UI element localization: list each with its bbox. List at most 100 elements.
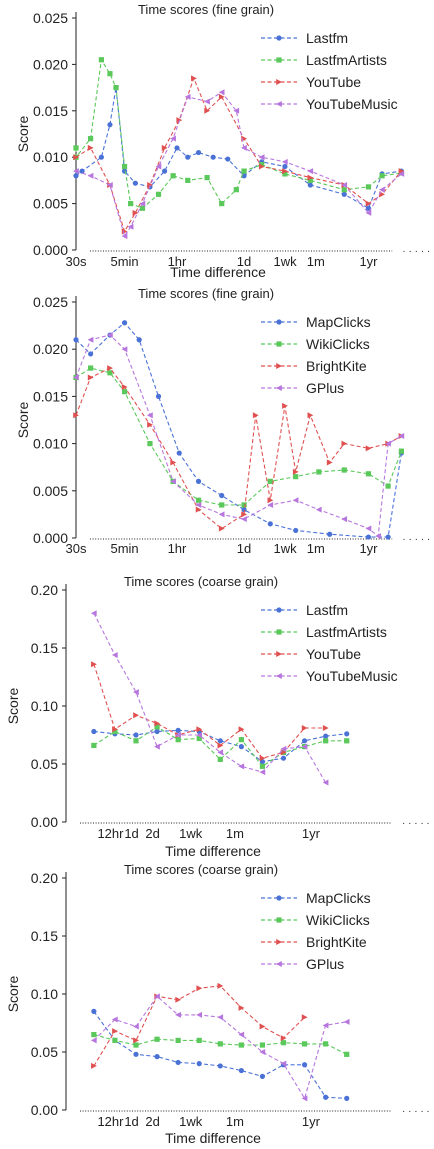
- point-c0-s3-6: [155, 163, 162, 170]
- point-c0-s2-1: [87, 144, 94, 151]
- series-line: [93, 985, 305, 1067]
- point-c3-s1-11: [323, 1041, 329, 1047]
- point-c0-s3-17: [365, 209, 372, 216]
- x-tick-label: 1wk: [274, 541, 298, 556]
- series-gplus: [73, 332, 405, 540]
- point-c3-s0-4: [175, 1059, 181, 1066]
- point-c2-s2-1: [112, 726, 118, 733]
- point-c1-s0-10: [267, 521, 273, 527]
- point-c0-s2-13: [282, 168, 288, 175]
- point-c1-s2-12: [292, 468, 299, 475]
- legend-item: BrightKite: [261, 358, 367, 374]
- x-tick-label: 2d: [145, 1114, 159, 1129]
- x-tick-label: 1hr: [168, 254, 187, 269]
- point-c0-s0-9: [174, 145, 180, 151]
- x-tick-label: 12hr: [97, 826, 124, 841]
- series-brightkite: [91, 982, 308, 1069]
- point-c2-s1-8: [259, 763, 266, 769]
- point-c3-s3-5: [196, 1011, 203, 1018]
- point-c0-s1-3: [98, 57, 104, 63]
- point-c3-s2-7: [238, 1004, 245, 1011]
- x-axis-ellipsis: · · · · ·: [402, 534, 430, 545]
- point-c0-s0-8: [161, 168, 168, 174]
- point-c3-s0-2: [133, 1051, 139, 1057]
- point-c0-s3-11: [233, 107, 240, 114]
- point-c2-s2-5: [196, 726, 203, 733]
- series-youtubemusic: [90, 610, 329, 786]
- x-tick-label: 30s: [66, 254, 87, 269]
- point-c3-s2-1: [112, 1028, 118, 1035]
- point-c1-s2-6: [195, 506, 202, 513]
- point-c1-s3-5: [170, 478, 176, 485]
- point-c2-s1-6: [217, 756, 223, 762]
- y-tick-label: 0.010: [33, 436, 68, 452]
- point-c1-s1-legend: [276, 341, 282, 347]
- point-c1-s0-8: [219, 492, 225, 499]
- point-c0-s1-5: [113, 85, 119, 91]
- point-c1-s1-4: [147, 441, 153, 447]
- point-c3-s3-4: [175, 1011, 181, 1018]
- point-c1-s3-15: [385, 440, 391, 447]
- point-c1-s2-10: [267, 497, 274, 504]
- point-c3-s2-8: [259, 1023, 266, 1030]
- x-tick-label: 1yr: [359, 541, 378, 556]
- x-tick-label: 5min: [110, 541, 138, 556]
- point-c0-s1-legend: [276, 57, 282, 63]
- point-c0-s0-1: [79, 168, 85, 174]
- point-c3-s0-11: [323, 1094, 329, 1100]
- point-c1-s0-4: [136, 337, 142, 343]
- point-c0-s0-0: [73, 173, 79, 179]
- point-c1-s1-11: [316, 469, 322, 475]
- point-c1-s3-0: [73, 374, 79, 381]
- point-c1-s0-12: [327, 531, 333, 537]
- x-axis-ellipsis: · · · · ·: [402, 818, 430, 829]
- point-c1-s2-11: [282, 402, 288, 409]
- legend-item: YouTubeMusic: [261, 96, 398, 112]
- point-c2-s2-11: [322, 725, 329, 732]
- point-c0-s2-10: [218, 93, 225, 100]
- point-c3-s1-5: [196, 1037, 202, 1043]
- legend-label: YouTube: [306, 646, 361, 662]
- legend-label: GPlus: [306, 380, 344, 396]
- point-c1-s3-10: [292, 497, 299, 504]
- legend-item: BrightKite: [261, 934, 367, 950]
- point-c2-s2-6: [217, 742, 224, 749]
- y-tick-label: 0.15: [31, 640, 58, 656]
- point-c1-s0-0: [73, 337, 79, 343]
- series-mapclicks: [91, 1008, 350, 1101]
- point-c1-s3-11: [315, 506, 322, 513]
- point-c2-s2-2: [133, 712, 139, 719]
- point-c3-s0-10: [301, 1062, 308, 1068]
- point-c1-s2-8: [241, 511, 248, 518]
- point-c1-s2-9: [252, 412, 259, 419]
- x-tick-label: 1m: [226, 1114, 244, 1129]
- point-c0-s3-18: [379, 186, 385, 193]
- point-c0-s0-3: [107, 122, 113, 128]
- point-c2-s0-10: [301, 738, 308, 744]
- x-tick-label: 1yr: [359, 254, 378, 269]
- legend-label: LastfmArtists: [306, 624, 387, 640]
- y-tick-label: 0.025: [33, 294, 68, 310]
- y-tick-label: 0.05: [31, 1044, 58, 1060]
- point-c2-s2-legend: [276, 651, 282, 657]
- point-c2-s0-12: [344, 731, 350, 737]
- point-c1-s3-13: [365, 525, 372, 532]
- chart-title: Time scores (coarse grain): [124, 862, 278, 877]
- point-c0-s0-19: [365, 205, 372, 211]
- legend-label: YouTube: [306, 74, 361, 90]
- y-tick-label: 0.15: [31, 928, 58, 944]
- point-c0-s1-14: [233, 187, 239, 193]
- point-c0-s3-12: [241, 144, 247, 151]
- point-c1-s1-13: [365, 471, 372, 477]
- point-c2-s2-7: [238, 726, 245, 733]
- point-c3-s0-0: [91, 1008, 97, 1015]
- point-c3-s3-0: [90, 1037, 97, 1044]
- x-tick-label: 1m: [307, 254, 325, 269]
- point-c2-s3-3: [154, 743, 160, 750]
- point-c2-s2-8: [259, 755, 266, 762]
- point-c1-s1-3: [121, 389, 128, 395]
- x-tick-label: 1d: [237, 541, 251, 556]
- point-c3-s1-1: [112, 1037, 118, 1043]
- point-c2-s3-9: [280, 745, 287, 752]
